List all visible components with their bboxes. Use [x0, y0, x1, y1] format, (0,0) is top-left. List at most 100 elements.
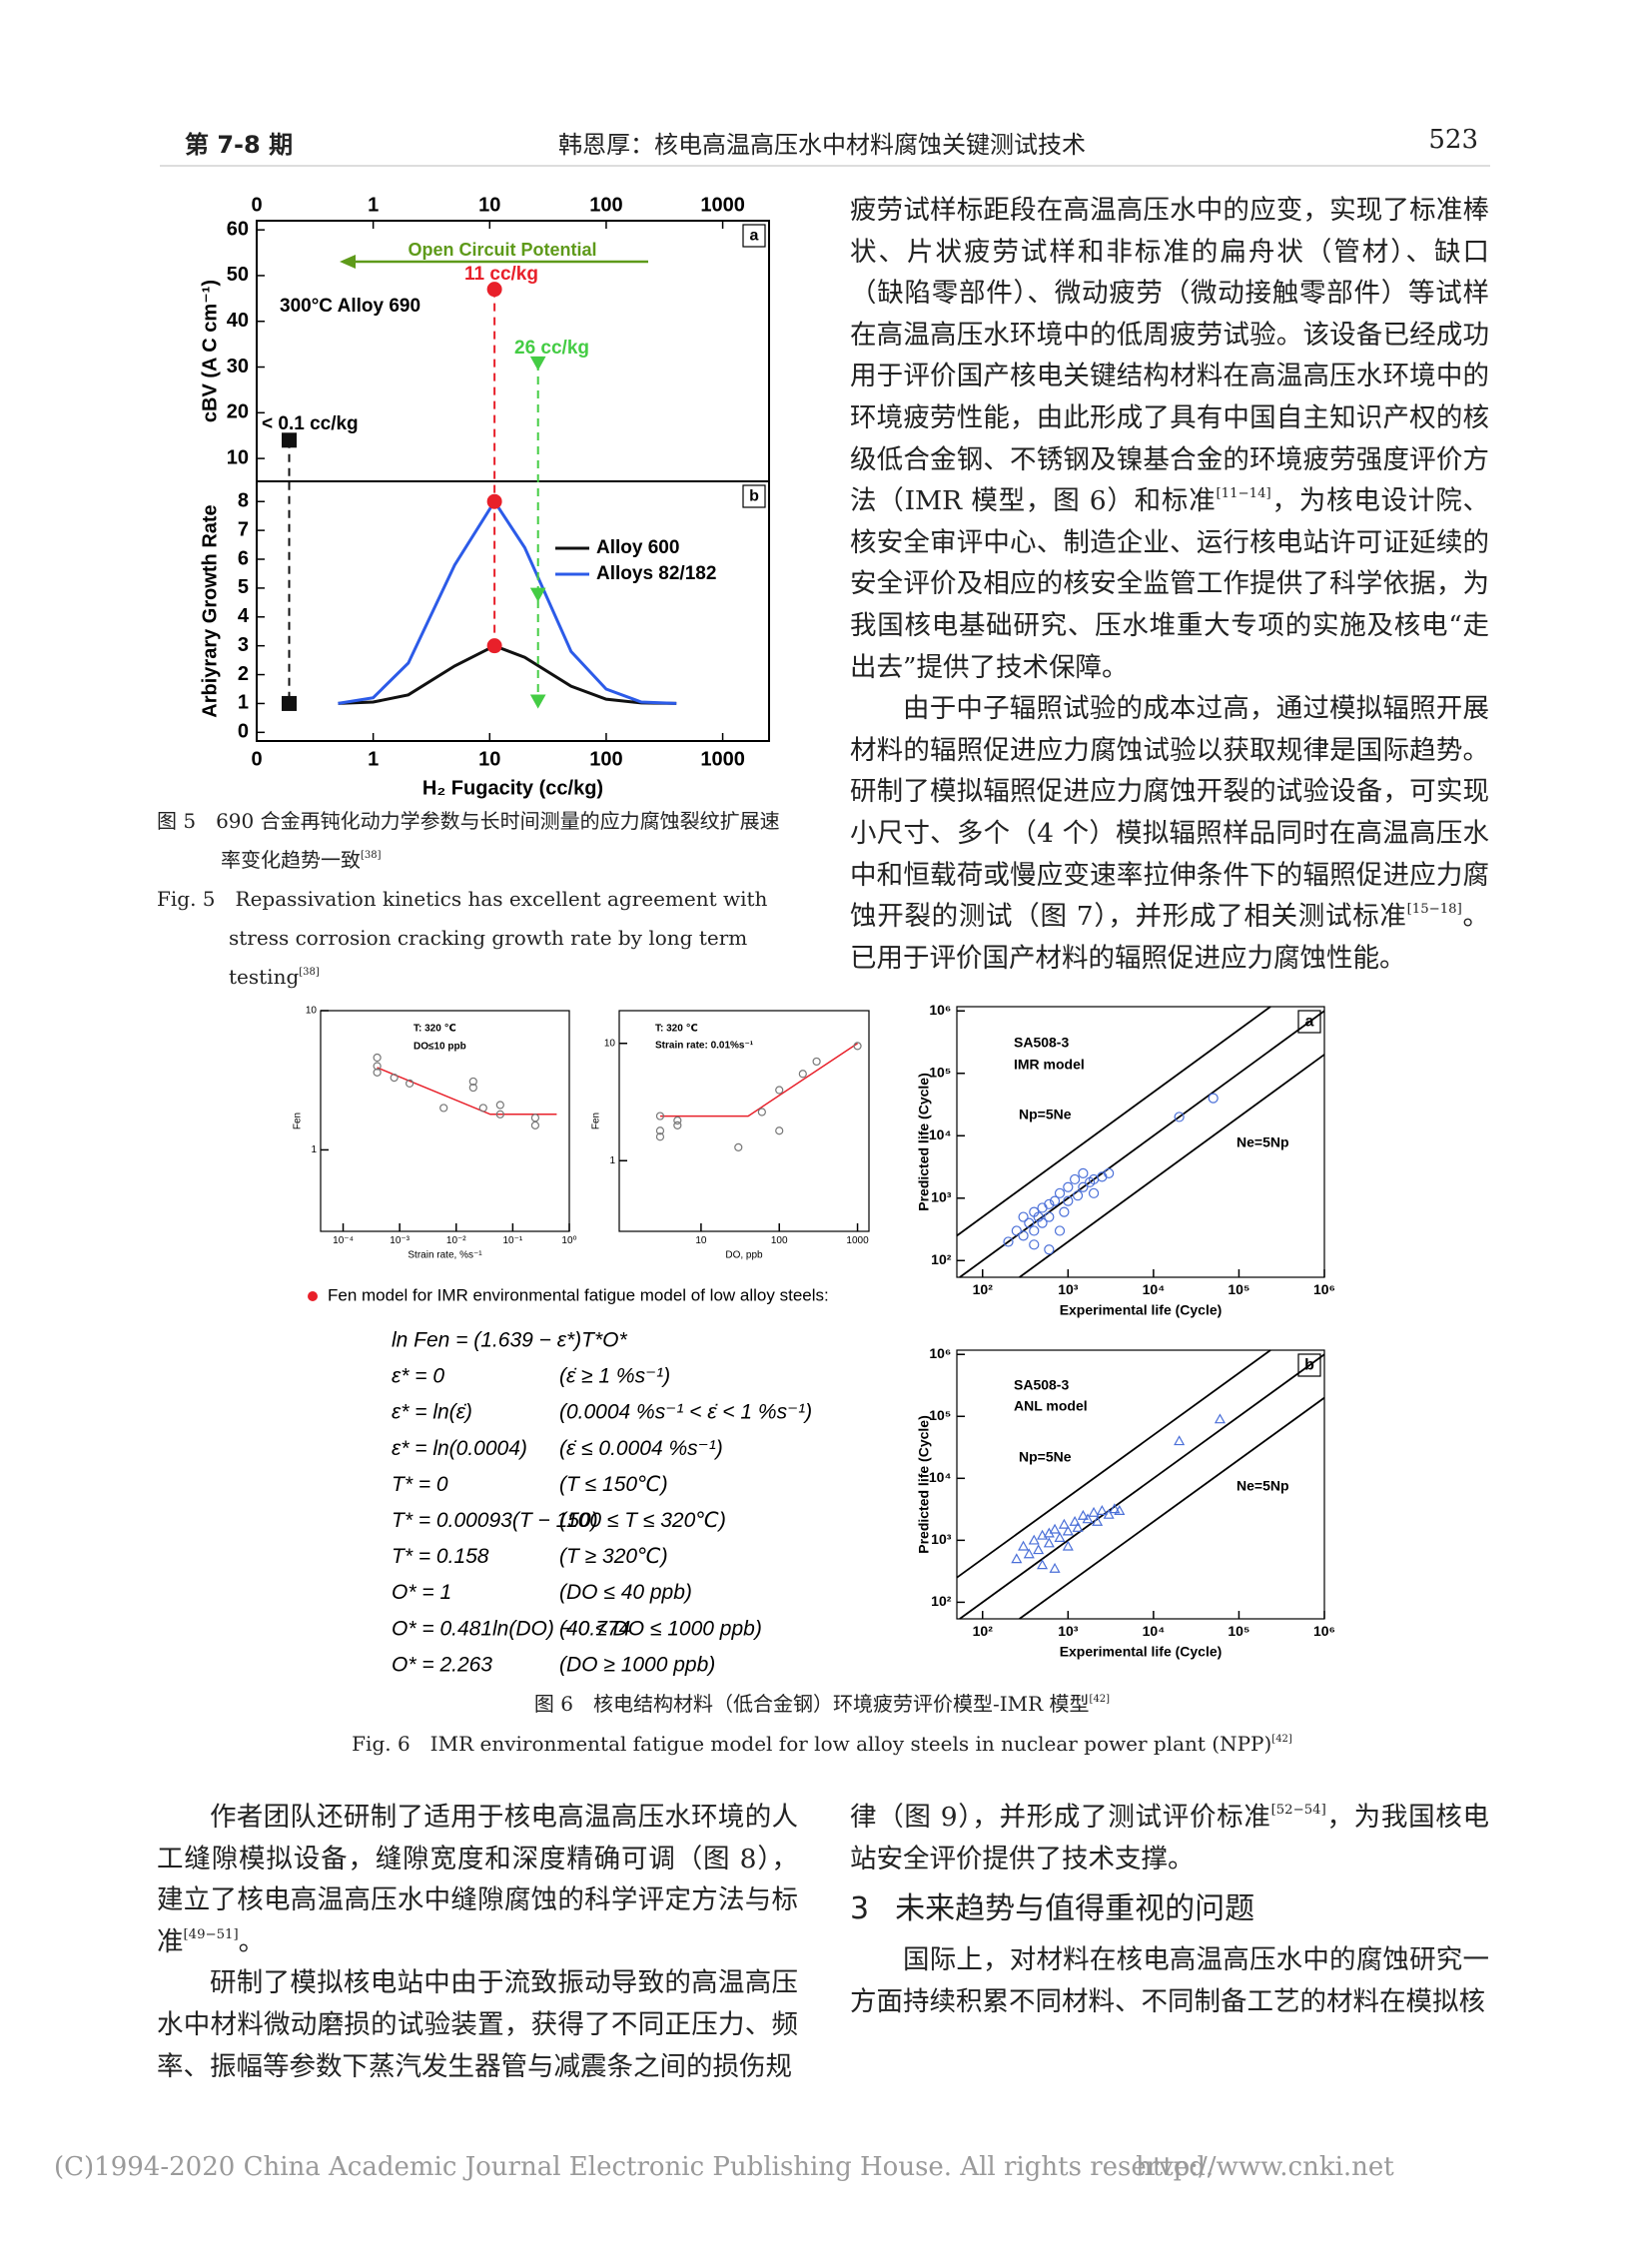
data-point	[495, 1110, 504, 1119]
page-number: 523	[1428, 125, 1478, 155]
text: 图 5 690 合金再钝化动力学参数与长时间测量的应力腐蚀裂纹扩展速率变化趋势一…	[157, 809, 780, 872]
x-tick-label: 10²	[973, 1623, 994, 1639]
data-point	[1109, 1503, 1121, 1514]
data-point	[468, 1077, 477, 1087]
annotation: Np=5Ne	[1019, 1107, 1072, 1122]
data-point	[1063, 1181, 1074, 1192]
data-point	[390, 1074, 399, 1083]
data-point	[1174, 1112, 1185, 1122]
text: 国际上，对材料在核电高温高压水中的腐蚀研究一方面持续积累不同材料、不同制备工艺的…	[850, 1944, 1489, 2017]
plot-frame	[256, 480, 770, 742]
x-tick-label: 100	[589, 748, 622, 770]
y-tick-label: 10	[604, 1038, 616, 1049]
annotation: ANL model	[1014, 1398, 1088, 1414]
x-tick-label: 10⁴	[1143, 1281, 1166, 1297]
annotation-title: Open Circuit Potential	[408, 240, 596, 260]
x-tick-label: 0	[251, 194, 262, 216]
citation: [11−14]	[1216, 486, 1271, 502]
text: 律（图 9），并形成了测试评价标准	[850, 1802, 1271, 1833]
data-point	[1028, 1534, 1040, 1545]
equation-condition: (T ≤ 150℃)	[559, 1473, 668, 1496]
citation: [42]	[1089, 1694, 1111, 1705]
y-tick-label: 60	[227, 218, 249, 240]
figure-caption: Fig. 5 Repassivation kinetics has excell…	[157, 880, 798, 997]
data-point	[1024, 1217, 1035, 1228]
figure-caption: 图 6 核电结构材料（低合金钢）环境疲劳评价模型-IMR 模型[42]	[300, 1685, 1344, 1724]
equation-condition: (ε̇ ≥ 1 %s⁻¹)	[559, 1365, 670, 1388]
x-tick-label: 10⁶	[1313, 1623, 1335, 1639]
data-point	[1088, 1506, 1100, 1517]
equation: O* = 1	[392, 1581, 451, 1604]
data-point	[529, 694, 546, 709]
reference-line	[956, 1006, 1271, 1237]
citation: [49−51]	[183, 1926, 239, 1942]
y-tick-label: 1	[609, 1155, 615, 1166]
x-tick-label: 10³	[1058, 1281, 1079, 1297]
equation-condition: (DO ≤ 40 ppb)	[559, 1581, 692, 1604]
plot-frame	[956, 1349, 1325, 1620]
figure-caption: Fig. 6 IMR environmental fatigue model f…	[300, 1725, 1344, 1764]
text: ，为我国核电站安全评价提供了技术支撑。	[850, 1802, 1489, 1874]
y-tick-label: 30	[227, 356, 249, 377]
data-point	[812, 1057, 821, 1067]
reference-line	[1019, 1054, 1325, 1278]
y-tick-label: 10²	[931, 1251, 952, 1267]
y-tick-label: 7	[238, 518, 249, 540]
data-point	[468, 1083, 477, 1093]
data-point	[478, 1104, 487, 1113]
y-axis-title: Predicted life (Cycle)	[916, 1073, 932, 1211]
data-point	[1174, 1435, 1186, 1446]
data-point	[655, 1126, 665, 1135]
equation: T* = 0.00093(T − 150)	[392, 1509, 598, 1532]
section-heading: 3 未来趋势与值得重视的问题	[850, 1879, 1489, 1939]
x-tick-label: 1000	[700, 194, 745, 216]
paragraph: 作者团队还研制了适用于核电高温高压水环境的人工缝隙模拟设备，缝隙宽度和深度精确可…	[157, 1797, 798, 1962]
x-tick-label: 0	[251, 748, 262, 770]
equation: O* = 0.481ln(DO) − 0.774	[392, 1617, 630, 1640]
data-point	[1062, 1525, 1074, 1536]
x-tick-label: 10	[695, 1235, 707, 1246]
paragraph: 由于中子辐照试验的成本过高，通过模拟辐照开展材料的辐照促进应力腐蚀试验以获取规律…	[850, 688, 1489, 979]
x-tick-label: 10	[478, 194, 500, 216]
data-point	[1037, 1559, 1049, 1570]
y-tick-label: 10²	[931, 1593, 952, 1609]
legend-label: Alloy 600	[596, 537, 679, 558]
copyright: (C)1994-2020 China Academic Journal Elec…	[54, 2152, 1215, 2182]
annotation: SA508-3	[1014, 1377, 1069, 1393]
equation: O* = 2.263	[392, 1653, 492, 1676]
x-tick-label: 10²	[973, 1281, 994, 1297]
equation: ε* = 0	[392, 1365, 444, 1388]
citation: [38]	[361, 850, 382, 861]
plot-frame	[320, 1010, 570, 1232]
annotation: < 0.1 cc/kg	[262, 413, 359, 434]
data-point	[1029, 1225, 1040, 1236]
annotation: Ne=5Np	[1237, 1478, 1289, 1494]
data-point	[775, 1086, 784, 1095]
y-tick-label: 10⁴	[929, 1469, 952, 1485]
text: 图 6 核电结构材料（低合金钢）环境疲劳评价模型-IMR 模型	[533, 1692, 1090, 1716]
x-tick-label: 10⁵	[1228, 1281, 1249, 1297]
data-point	[1037, 1529, 1049, 1540]
data-point	[1054, 1225, 1066, 1236]
url: http://www.cnki.net	[1136, 2152, 1394, 2182]
text: ，为核电设计院、核安全审评中心、制造企业、运行核电站许可证延续的安全评价及相应的…	[850, 485, 1489, 683]
y-tick-label: 0	[238, 721, 249, 743]
data-point	[373, 1068, 382, 1077]
bullet	[308, 1291, 318, 1301]
data-point	[1069, 1173, 1081, 1185]
data-point	[1088, 1187, 1100, 1198]
x-axis-title: Experimental life (Cycle)	[1060, 1643, 1223, 1659]
y-tick-label: 10⁵	[929, 1407, 951, 1423]
x-tick-label: 10⁶	[1313, 1281, 1335, 1297]
data-point	[1049, 1523, 1061, 1534]
data-point	[734, 1142, 743, 1151]
panel-label-box	[742, 224, 766, 248]
y-axis-title: Fen	[591, 1113, 602, 1129]
data-point	[775, 1126, 784, 1135]
text: 。已用于评价国产材料的辐照促进应力腐蚀性能。	[850, 901, 1489, 974]
data-point	[1049, 1562, 1061, 1573]
data-point	[1023, 1548, 1035, 1559]
data-point	[673, 1120, 682, 1129]
data-point	[1077, 1509, 1089, 1520]
